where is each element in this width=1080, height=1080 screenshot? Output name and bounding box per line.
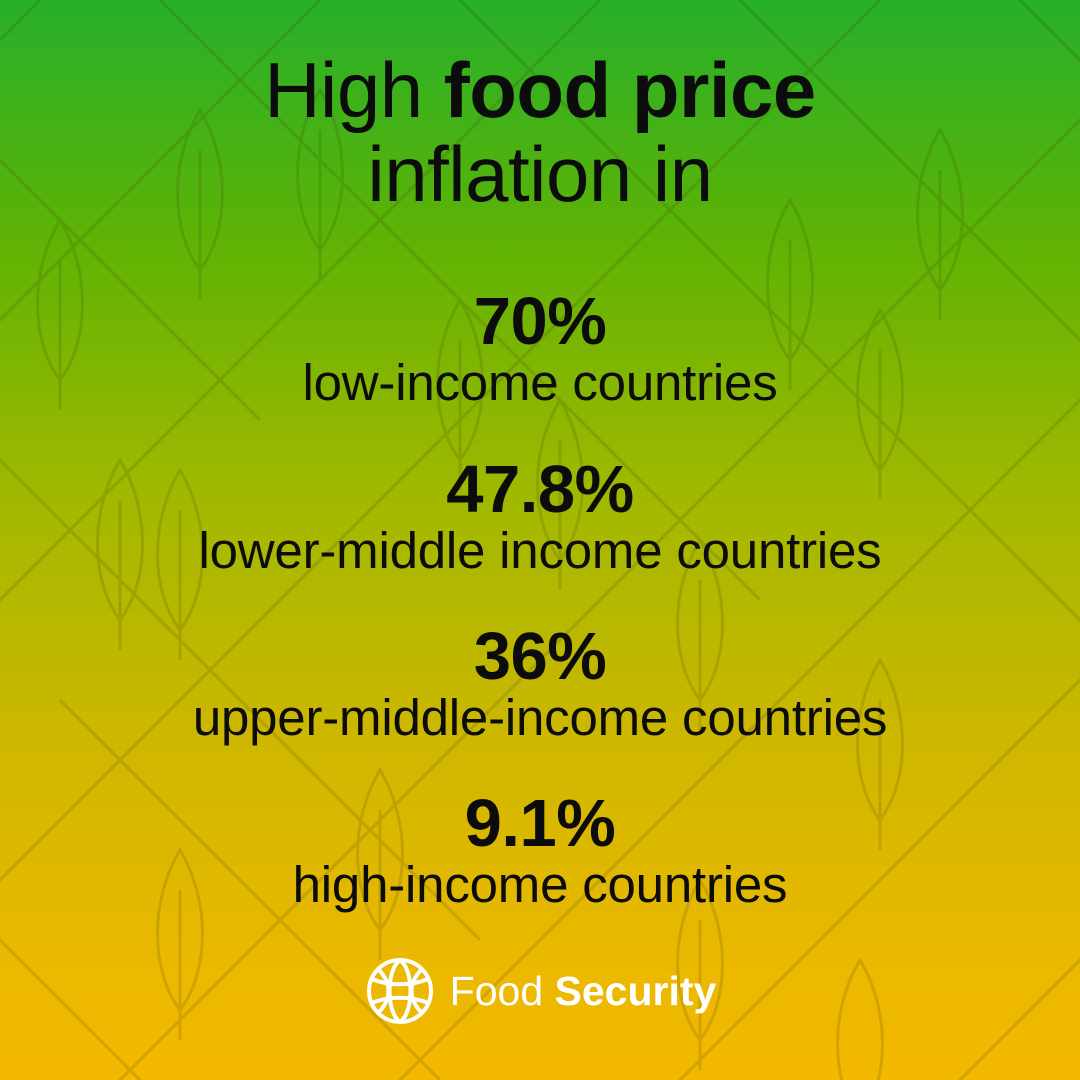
- stat-label: high-income countries: [292, 856, 788, 913]
- stat-value: 36%: [473, 619, 607, 694]
- stat-value: 9.1%: [464, 786, 616, 861]
- stat-upper-middle-income: 36% upper-middle-income countries: [0, 619, 1080, 747]
- stat-value: 70%: [473, 284, 607, 359]
- headline-line-1: High food price: [0, 48, 1080, 132]
- headline-text-bold: food price: [443, 46, 817, 134]
- brand-name-regular: Food: [449, 968, 555, 1014]
- globe-icon: [366, 958, 433, 1024]
- headline-text-regular: High: [264, 46, 444, 134]
- stat-low-income: 70% low-income countries: [0, 284, 1080, 412]
- stat-label: upper-middle-income countries: [192, 689, 888, 746]
- brand-footer: Food Security: [0, 955, 1080, 1027]
- stat-lower-middle-income: 47.8% lower-middle income countries: [0, 452, 1080, 580]
- brand-name: Food Security: [450, 967, 717, 1015]
- stat-label: low-income countries: [302, 354, 778, 411]
- headline: High food price inflation in: [0, 48, 1080, 216]
- stat-value: 47.8%: [446, 452, 634, 527]
- stat-high-income: 9.1% high-income countries: [0, 786, 1080, 914]
- brand-name-bold: Security: [554, 968, 717, 1014]
- headline-line-2: inflation in: [367, 130, 713, 218]
- stat-label: lower-middle income countries: [198, 522, 882, 579]
